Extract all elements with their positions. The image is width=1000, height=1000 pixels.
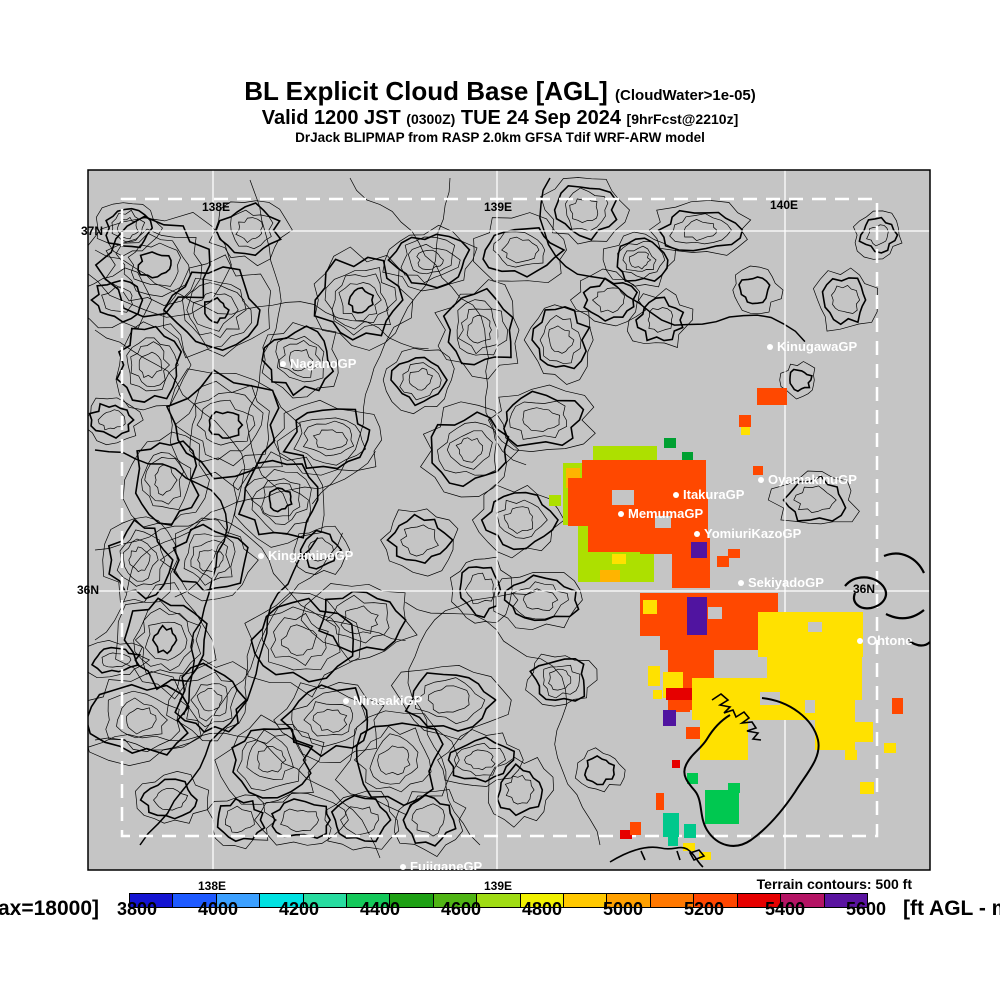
colorbar-tick-4800: 4800 — [521, 899, 563, 919]
cloudbase-patch — [892, 698, 903, 714]
cloudbase-patch — [758, 612, 863, 657]
grid-label-138E: 138E — [197, 879, 227, 893]
units-label: [ft AGL - m — [903, 897, 1000, 920]
colorbar-tick-5000: 5000 — [602, 899, 644, 919]
cloudbase-patch — [640, 593, 778, 650]
grid-label-36N: 36N — [76, 583, 100, 597]
cloudbase-patch — [753, 466, 763, 475]
cloudbase-patch — [653, 690, 662, 699]
cloudbase-patch — [655, 516, 671, 528]
cloudbase-patch — [683, 843, 695, 851]
cloudbase-patch — [648, 666, 660, 686]
coastline-path — [683, 697, 820, 847]
cloudbase-patch — [728, 549, 740, 558]
colorbar-segment — [476, 893, 521, 908]
colorbar-tick-4400: 4400 — [359, 899, 401, 919]
coastline-path — [883, 552, 930, 647]
colorbar-tick-3800: 3800 — [116, 899, 158, 919]
valid-time-utc: (0300Z) — [406, 111, 456, 128]
cloudbase-patch — [741, 427, 750, 435]
map-background — [88, 170, 930, 870]
cloudbase-patch — [687, 773, 698, 784]
colorbar-tick-5400: 5400 — [764, 899, 806, 919]
cloudbase-patch — [643, 600, 657, 614]
cloudbase-patch — [612, 554, 626, 564]
colorbar-tick-4600: 4600 — [440, 899, 482, 919]
cloudbase-patch — [757, 388, 787, 405]
colorbar-tick-4000: 4000 — [197, 899, 239, 919]
graticule — [88, 170, 930, 870]
cloudbase-patch — [620, 830, 632, 839]
model-line: DrJack BLIPMAP from RASP 2.0km GFSA Tdif… — [295, 130, 705, 146]
cloudbase-patch — [600, 570, 620, 582]
valid-date: TUE 24 Sep 2024 — [460, 107, 621, 130]
colorbar-segment — [823, 893, 868, 908]
scale-max-note: ax=18000] — [0, 897, 100, 920]
coastline-path — [844, 576, 888, 610]
grid-label-139E: 139E — [483, 200, 513, 214]
coastline-path — [711, 692, 762, 741]
title-main: BL Explicit Cloud Base [AGL] — [244, 76, 608, 106]
page-title: BL Explicit Cloud Base [AGL] (CloudWater… — [0, 76, 1000, 106]
cloudbase-patch — [687, 597, 707, 635]
colorbar-tick-5600: 5600 — [845, 899, 887, 919]
valid-time: Valid 1200 JST — [261, 107, 401, 130]
colorbar-tick-5200: 5200 — [683, 899, 725, 919]
cloudbase-patch — [705, 790, 739, 824]
cloudbase-patch — [663, 710, 676, 726]
cloudbase-patch — [676, 700, 690, 712]
cloudbase-patch — [808, 622, 822, 632]
cloudbase-patch — [668, 837, 678, 846]
cloudbase-patch — [691, 542, 707, 558]
grid-label-140E: 140E — [769, 198, 799, 212]
map-border — [87, 169, 931, 871]
cloudbase-patch — [845, 750, 857, 760]
cloudbase-patch — [672, 760, 680, 768]
cloudbase-patch — [728, 783, 740, 793]
cloudbase-patch — [593, 446, 657, 460]
cloudbase-patch — [663, 813, 679, 837]
grid-label-36N: 36N — [852, 582, 876, 596]
cloudbase-patches — [549, 388, 903, 860]
title-condition: (CloudWater>1e-05) — [615, 87, 756, 104]
cloudbase-patch — [549, 495, 561, 506]
cloudbase-patch — [612, 490, 634, 505]
colorbar — [129, 893, 868, 908]
cloudbase-patch — [708, 607, 722, 619]
cloudbase-patch — [684, 824, 696, 838]
cloudbase-patch — [640, 636, 660, 650]
cloudbase-patch — [717, 556, 729, 567]
colorbar-segment — [563, 893, 608, 908]
coastline-path — [609, 846, 706, 868]
grid-label-37N: 37N — [80, 224, 104, 238]
title-block: BL Explicit Cloud Base [AGL] (CloudWater… — [0, 76, 1000, 146]
coastline-layer — [609, 552, 930, 868]
cloudbase-patch — [860, 782, 874, 794]
cloudbase-patch — [884, 743, 896, 753]
valid-time-line: Valid 1200 JST (0300Z) TUE 24 Sep 2024 [… — [0, 108, 1000, 129]
grid-label-138E: 138E — [201, 200, 231, 214]
cloudbase-patch — [656, 793, 664, 810]
domain-dashed-border — [120, 197, 879, 838]
grid-label-139E: 139E — [483, 879, 513, 893]
forecast-init: [9hrFcst@2210z] — [626, 111, 739, 128]
cloudbase-patch — [835, 722, 873, 742]
cloudbase-patch — [630, 822, 641, 835]
cloudbase-patch — [682, 452, 693, 461]
colorbar-tick-4200: 4200 — [278, 899, 320, 919]
cloudbase-patch — [739, 415, 751, 427]
cloudbase-patch — [664, 438, 676, 448]
terrain-contour-note: Terrain contours: 500 ft — [756, 876, 912, 892]
